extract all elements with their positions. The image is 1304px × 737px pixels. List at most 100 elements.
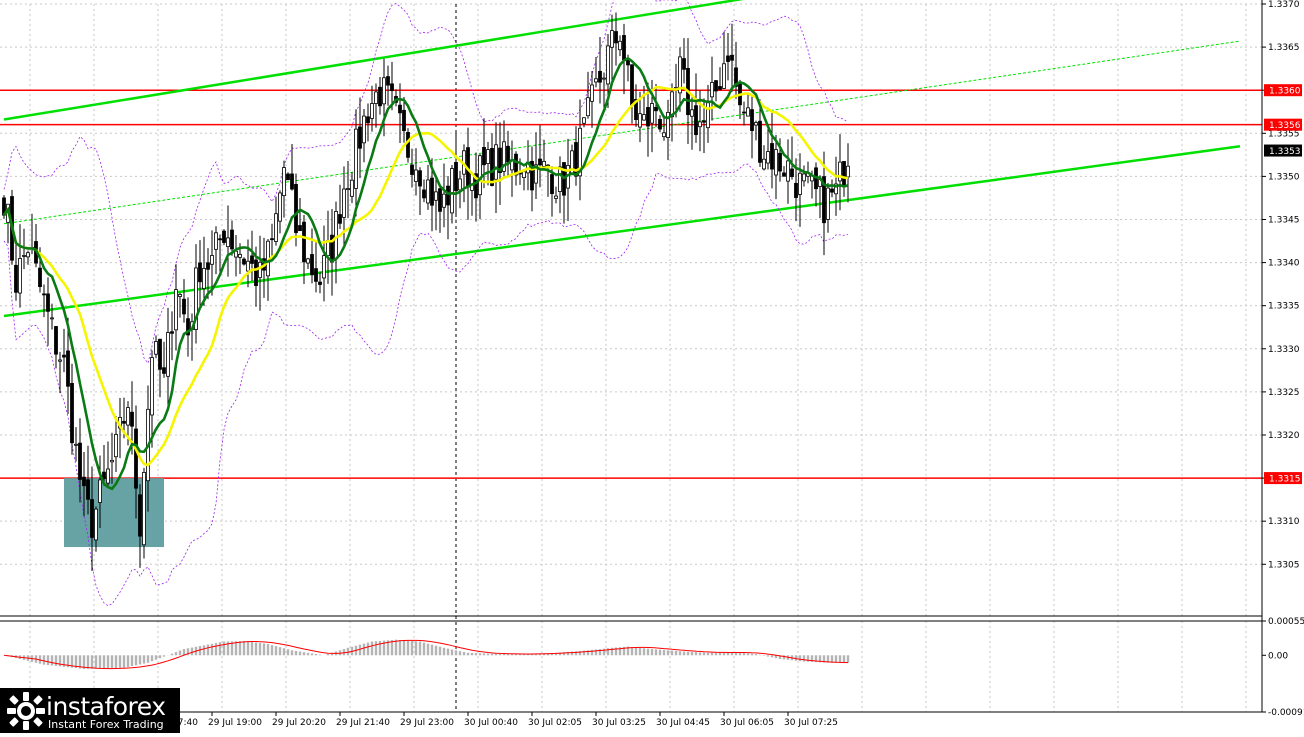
candle: [358, 97, 362, 179]
candle: [586, 71, 590, 119]
candle-body: [86, 479, 90, 500]
macd-panel: [3, 639, 850, 670]
candle-body: [438, 188, 442, 212]
candle-body: [658, 118, 662, 130]
candle-body: [322, 255, 326, 279]
candle: [194, 244, 198, 344]
candle-body: [694, 105, 698, 136]
candle-body: [606, 45, 610, 85]
candle: [750, 95, 754, 159]
candle: [438, 184, 442, 233]
candle-body: [734, 67, 738, 87]
highlight-zone: [64, 478, 164, 548]
candle: [734, 41, 738, 99]
candle: [218, 234, 222, 272]
candle-body: [398, 104, 402, 114]
candle: [454, 131, 458, 216]
brand-tagline: Instant Forex Trading: [48, 718, 164, 731]
candle-body: [142, 472, 146, 546]
candle: [710, 56, 714, 121]
candle: [766, 128, 770, 170]
candle-body: [182, 298, 186, 315]
candle: [490, 133, 494, 187]
candle-body: [342, 188, 346, 218]
candle: [66, 317, 70, 414]
candle: [658, 115, 662, 133]
level-price-label: 1.3356: [1269, 121, 1301, 131]
candle-body: [286, 173, 290, 181]
candle-body: [314, 268, 318, 282]
candle: [786, 139, 790, 204]
candle: [594, 57, 598, 88]
time-tick-label: 30 Jul 04:45: [656, 718, 710, 728]
trend-channel-line: [3, 144, 1241, 318]
candle: [298, 198, 302, 232]
candle-body: [490, 148, 494, 186]
candle-body: [782, 172, 786, 177]
candle-body: [622, 35, 626, 61]
candle: [542, 139, 546, 169]
candle-body: [370, 103, 374, 119]
candle-body: [602, 77, 606, 80]
macd-signal-line: [3, 639, 849, 670]
moving-averages: [2, 56, 849, 491]
candle-body: [178, 294, 182, 297]
time-tick-label: 30 Jul 03:25: [592, 718, 646, 728]
candle: [714, 80, 718, 102]
candle-body: [802, 173, 806, 182]
candle: [362, 108, 366, 163]
candle-body: [458, 178, 462, 191]
candle: [70, 363, 74, 455]
candle: [270, 223, 274, 259]
candle: [446, 176, 450, 240]
candle-body: [830, 188, 834, 193]
trendlines: [3, 0, 1241, 318]
candle: [22, 228, 26, 270]
candle: [202, 236, 206, 306]
candle: [82, 452, 86, 517]
candle-body: [114, 434, 118, 458]
candle-body: [630, 64, 634, 106]
candle: [774, 135, 778, 200]
candle: [730, 23, 734, 92]
candle: [678, 47, 682, 112]
candle-body: [58, 359, 62, 362]
candle: [770, 112, 774, 189]
candle: [782, 166, 786, 177]
time-tick-label: 30 Jul 07:25: [784, 718, 838, 728]
candle-body: [130, 411, 134, 427]
candle: [18, 224, 22, 308]
candle-body: [106, 468, 110, 484]
candle: [58, 351, 62, 394]
candle: [410, 148, 414, 188]
candle-body: [430, 177, 434, 206]
candle-body: [486, 149, 490, 164]
candle-body: [726, 55, 730, 62]
candle-body: [642, 114, 646, 121]
candle: [482, 118, 486, 189]
candle-body: [198, 262, 202, 283]
candle: [662, 115, 666, 141]
candle: [230, 220, 234, 256]
candle: [158, 338, 162, 398]
candle: [502, 120, 506, 179]
candle: [110, 432, 114, 484]
level-price-label: 1.3360: [1269, 87, 1301, 97]
candle-body: [474, 173, 478, 199]
candle-body: [670, 91, 674, 118]
candle: [114, 415, 118, 473]
candle-body: [662, 132, 666, 138]
candle-body: [226, 237, 230, 248]
candle: [178, 292, 182, 318]
candle: [278, 190, 282, 234]
candle: [90, 466, 94, 572]
candle: [666, 99, 670, 161]
candle-body: [502, 141, 506, 172]
buy-zone-rect: [64, 478, 164, 548]
candle: [290, 143, 294, 191]
price-tick-label: 1.3320: [1268, 431, 1300, 441]
candle-body: [158, 338, 162, 370]
candle-body: [794, 182, 798, 198]
candle: [610, 14, 614, 82]
